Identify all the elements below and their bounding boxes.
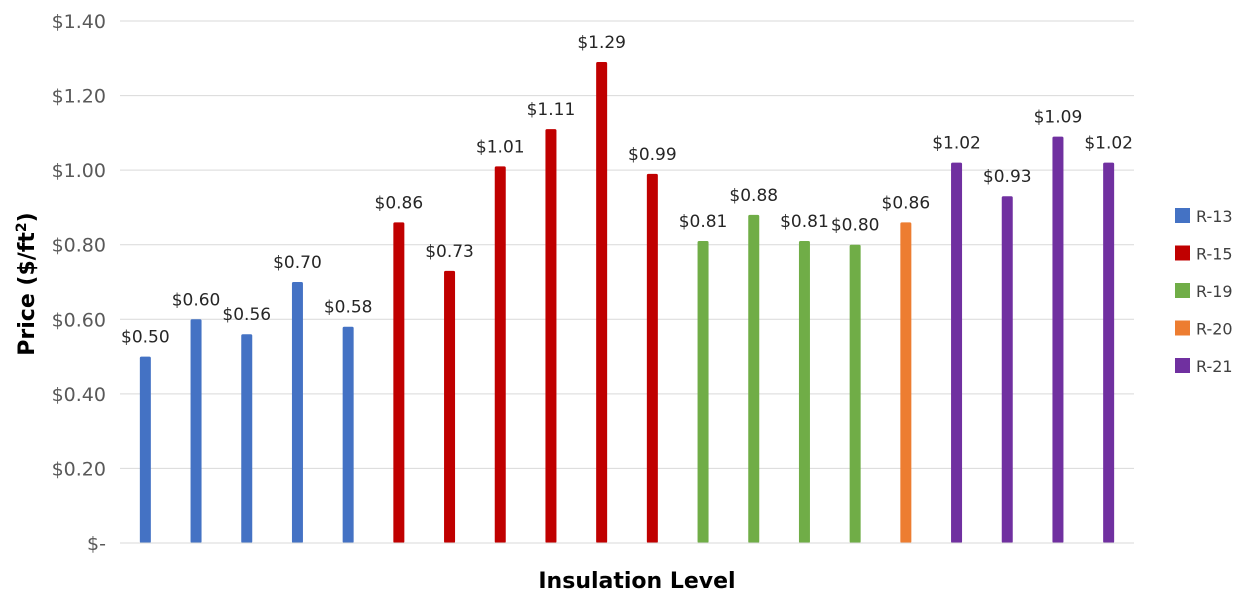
data-label: $0.73 <box>425 242 474 262</box>
y-tick-label: $- <box>87 533 106 555</box>
y-tick-label: $0.80 <box>52 235 106 257</box>
legend-swatch <box>1175 245 1190 261</box>
legend-label: R-19 <box>1196 282 1233 301</box>
data-label: $0.50 <box>121 328 170 348</box>
legend: R-13 R-15 R-19 R-20 R-21 <box>1175 207 1233 376</box>
data-label: $0.80 <box>831 216 880 236</box>
bar <box>1103 162 1115 543</box>
legend-swatch <box>1175 320 1190 336</box>
bar <box>1052 136 1064 544</box>
bar <box>291 282 303 543</box>
bar <box>900 222 912 544</box>
data-label: $0.56 <box>222 305 271 325</box>
y-tick-label: $0.60 <box>52 309 106 331</box>
data-label: $0.93 <box>983 167 1032 187</box>
bar <box>748 214 760 543</box>
gridlines <box>120 20 1134 469</box>
data-label: $1.02 <box>1084 134 1133 154</box>
legend-label: R-20 <box>1196 320 1233 339</box>
data-label: $0.58 <box>324 298 373 318</box>
bar <box>545 129 557 543</box>
x-axis-title: Insulation Level <box>538 569 735 591</box>
legend-swatch <box>1175 208 1190 223</box>
data-label: $0.99 <box>628 145 677 165</box>
y-axis-ticks: $- $0.20 $0.40 $0.60 $0.80 $1.00 $1.20 $1.40 <box>52 11 106 555</box>
bar <box>444 270 456 543</box>
data-label: $0.81 <box>780 212 829 232</box>
y-tick-label: $1.40 <box>52 11 106 33</box>
y-axis-title: Price ($/ft2) <box>14 212 40 355</box>
data-label: $0.86 <box>882 193 931 213</box>
bar <box>849 244 861 543</box>
legend-swatch <box>1175 358 1190 373</box>
bar <box>697 240 709 543</box>
data-label: $0.86 <box>375 193 424 213</box>
bar <box>393 222 405 544</box>
bar <box>1001 196 1013 543</box>
data-labels: $0.50$0.60$0.56 $0.70 $0.58 $0.86 $0.73 $1.01… <box>121 33 1133 348</box>
data-label: $1.09 <box>1034 108 1083 128</box>
y-tick-label: $1.00 <box>52 160 106 182</box>
bar <box>798 240 810 543</box>
bar <box>646 173 658 543</box>
data-label: $1.02 <box>932 134 981 154</box>
bar <box>342 326 354 543</box>
legend-label: R-15 <box>1196 245 1233 264</box>
legend-swatch <box>1175 283 1190 298</box>
data-label: $0.60 <box>172 290 221 310</box>
data-label: $1.01 <box>476 137 525 157</box>
data-label: $1.29 <box>577 33 626 53</box>
bar <box>139 356 151 543</box>
legend-label: R-21 <box>1196 357 1233 376</box>
y-tick-label: $0.40 <box>52 384 106 406</box>
bar <box>190 319 202 543</box>
bar <box>494 166 506 543</box>
bar <box>596 62 608 544</box>
bar <box>241 334 253 543</box>
data-label: $0.81 <box>679 212 728 232</box>
bars <box>139 62 1115 544</box>
bar <box>951 162 963 543</box>
data-label: $0.88 <box>729 186 778 206</box>
y-tick-label: $1.20 <box>52 86 106 108</box>
data-label: $1.11 <box>527 100 576 120</box>
legend-label: R-13 <box>1196 207 1233 226</box>
data-label: $0.70 <box>273 253 322 273</box>
y-tick-label: $0.20 <box>52 458 106 480</box>
